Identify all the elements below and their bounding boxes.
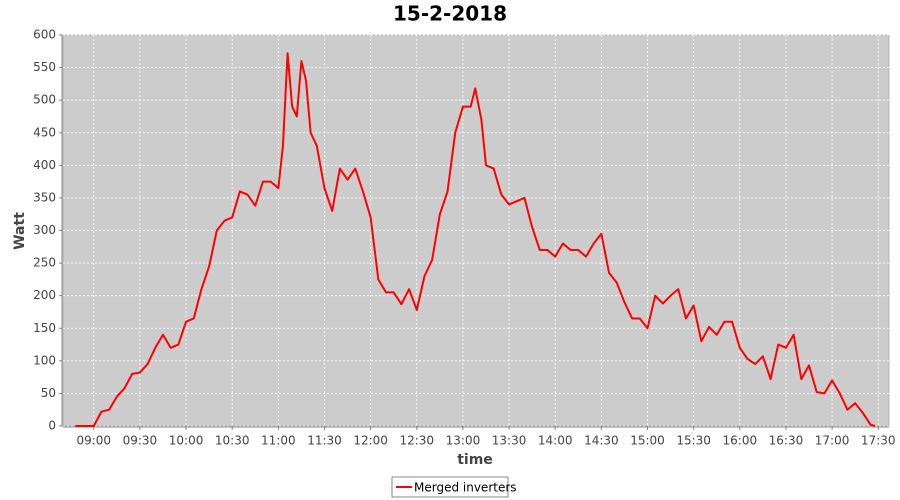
- y-tick-label: 50: [41, 386, 56, 400]
- x-tick-label: 09:00: [76, 434, 111, 448]
- legend: Merged inverters: [391, 476, 517, 498]
- x-tick-label: 15:00: [630, 434, 665, 448]
- line-series: [75, 52, 876, 427]
- chart-title: 15-2-2018: [393, 2, 507, 26]
- y-tick-label: 400: [33, 158, 56, 172]
- y-tick-label: 500: [33, 93, 56, 107]
- y-tick-label: 0: [48, 419, 56, 433]
- y-tick-label: 250: [33, 256, 56, 270]
- x-tick-label: 11:30: [307, 434, 342, 448]
- y-tick-label: 150: [33, 321, 56, 335]
- x-tick-label: 15:30: [676, 434, 711, 448]
- x-tick-label: 13:30: [492, 434, 527, 448]
- x-tick-label: 17:30: [861, 434, 896, 448]
- x-tick-label: 16:30: [769, 434, 804, 448]
- x-tick-label: 14:00: [538, 434, 573, 448]
- y-tick-label: 450: [33, 125, 56, 139]
- x-tick-label: 16:00: [723, 434, 758, 448]
- y-tick-label: 600: [33, 28, 56, 42]
- x-tick-label: 12:30: [399, 434, 434, 448]
- x-tick-label: 10:00: [169, 434, 204, 448]
- y-tick-label: 200: [33, 288, 56, 302]
- x-tick-label: 13:00: [446, 434, 481, 448]
- y-tick-label: 550: [33, 60, 56, 74]
- y-tick-label: 300: [33, 223, 56, 237]
- y-axis-label: Watt: [12, 212, 28, 250]
- x-tick-label: 14:30: [584, 434, 619, 448]
- x-tick-label: 10:30: [215, 434, 250, 448]
- y-tick-label: 350: [33, 190, 56, 204]
- legend-box: [391, 476, 509, 498]
- x-tick-label: 17:00: [815, 434, 850, 448]
- x-tick-label: 09:30: [123, 434, 158, 448]
- x-tick-label: 12:00: [353, 434, 388, 448]
- x-axis-label: time: [457, 452, 493, 468]
- legend-label: Merged inverters: [414, 481, 517, 495]
- y-tick-label: 100: [33, 353, 56, 367]
- x-tick-label: 11:00: [261, 434, 296, 448]
